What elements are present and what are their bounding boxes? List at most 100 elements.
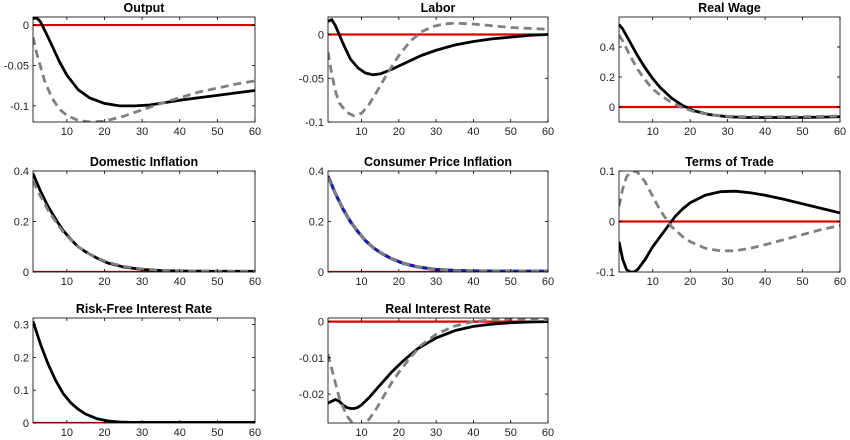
chart-title: Real Interest Rate: [385, 302, 491, 316]
x-tick-label: 40: [759, 276, 771, 288]
y-tick-label: 0.3: [14, 320, 29, 332]
series-solid-line: [33, 17, 255, 108]
y-tick-label: 0: [318, 267, 324, 279]
x-tick-label: 20: [684, 126, 696, 138]
panel-output: 10 20 30 40 50 60 0 -0.05 -0.1 Output: [4, 1, 261, 138]
y-tick-label: 0.2: [14, 352, 29, 364]
x-tick-label: 10: [355, 126, 367, 138]
series-dashed-line: [328, 176, 548, 272]
x-tick-label: 50: [505, 126, 517, 138]
x-tick-label: 10: [355, 427, 367, 439]
x-tick-label: 10: [647, 126, 659, 138]
x-tick-label: 20: [98, 276, 110, 288]
chart-title: Real Wage: [698, 1, 761, 15]
x-tick-label: 50: [505, 276, 517, 288]
x-tick-label: 40: [174, 126, 186, 138]
x-tick-label: 40: [174, 276, 186, 288]
chart-title: Domestic Inflation: [90, 155, 198, 169]
axes-box: [327, 317, 549, 424]
y-tick-label: 0.2: [309, 217, 324, 229]
series-dashed-line: [619, 34, 840, 119]
panel-consumer-price-inflation: 10 20 30 40 50 60 0.4 0.2 0 Consumer Price Inflat…: [309, 155, 554, 288]
plot-area: [619, 17, 840, 122]
plot-area: [33, 318, 255, 423]
y-tick-label: 0.1: [14, 385, 29, 397]
x-tick-label: 40: [759, 126, 771, 138]
x-tick-label: 30: [136, 126, 148, 138]
y-tick-label: -0.01: [299, 353, 324, 365]
x-tick-label: 40: [467, 427, 479, 439]
y-tick-label: 0: [23, 267, 29, 279]
x-tick-label: 20: [98, 427, 110, 439]
y-tick-label: 0: [23, 418, 29, 430]
x-tick-label: 50: [211, 427, 223, 439]
y-tick-label: 0.4: [14, 166, 29, 178]
x-tick-label: 60: [249, 427, 261, 439]
axes-box: [327, 16, 549, 123]
x-tick-label: 60: [542, 427, 554, 439]
axes-box: [32, 16, 256, 123]
x-tick-label: 50: [211, 126, 223, 138]
x-tick-label: 40: [174, 427, 186, 439]
chart-title: Output: [124, 1, 166, 15]
y-tick-label: 0.4: [309, 166, 324, 178]
x-tick-label: 10: [61, 126, 73, 138]
y-tick-label: -0.02: [299, 389, 324, 401]
y-tick-label: -0.1: [305, 117, 324, 129]
series-solid-line: [619, 189, 840, 272]
x-tick-label: 10: [61, 276, 73, 288]
y-tick-label: 0: [318, 317, 324, 329]
x-tick-label: 30: [136, 276, 148, 288]
x-tick-label: 40: [467, 126, 479, 138]
x-tick-label: 60: [542, 276, 554, 288]
y-tick-label: 0.1: [600, 166, 615, 178]
x-tick-label: 50: [211, 276, 223, 288]
chart-title: Risk-Free Interest Rate: [76, 302, 212, 316]
x-tick-label: 60: [249, 276, 261, 288]
series-solid-line: [328, 320, 548, 410]
chart-title: Consumer Price Inflation: [364, 155, 512, 169]
y-tick-label: 0: [609, 217, 615, 229]
x-tick-label: 10: [647, 276, 659, 288]
x-tick-label: 50: [505, 427, 517, 439]
plot-area: [33, 171, 255, 272]
y-tick-label: -0.05: [4, 60, 29, 72]
y-tick-label: 0: [318, 30, 324, 42]
panel-real-interest-rate: 10 20 30 40 50 60 0 -0.01 -0.02 Real Interest Rat…: [299, 302, 554, 439]
x-tick-label: 30: [136, 427, 148, 439]
x-tick-label: 30: [722, 276, 734, 288]
x-tick-label: 30: [430, 126, 442, 138]
plot-area: [328, 171, 548, 272]
panel-real-wage: 10 20 30 40 50 60 0.4 0.2 0 Real Wage: [600, 1, 846, 138]
panel-terms-of-trade: 10 20 30 40 50 60 0.1 0 -0.1 Terms of Trade: [596, 155, 846, 288]
x-tick-label: 30: [430, 427, 442, 439]
series-dashed-line: [328, 318, 548, 423]
x-tick-label: 50: [796, 126, 808, 138]
x-tick-label: 20: [393, 427, 405, 439]
y-tick-label: 0.4: [600, 42, 615, 54]
x-tick-label: 60: [834, 276, 846, 288]
series-dashed-line: [328, 21, 548, 118]
x-tick-label: 30: [722, 126, 734, 138]
series-solid-line: [33, 320, 255, 423]
y-tick-label: 0: [609, 102, 615, 114]
x-tick-label: 20: [393, 126, 405, 138]
y-tick-label: -0.05: [299, 73, 324, 85]
y-tick-label: 0.2: [14, 217, 29, 229]
x-tick-label: 10: [355, 276, 367, 288]
x-tick-label: 30: [430, 276, 442, 288]
x-tick-label: 50: [796, 276, 808, 288]
x-tick-label: 20: [393, 276, 405, 288]
y-tick-label: 0: [23, 20, 29, 32]
chart-title: Terms of Trade: [685, 155, 774, 169]
plot-area: [328, 318, 548, 423]
y-tick-label: -0.1: [10, 101, 29, 113]
series-dashed-line: [33, 180, 255, 272]
panel-risk-free-interest-rate: 10 20 30 40 50 60 0.3 0.2 0.1 0 Risk-Free Interest…: [14, 302, 261, 439]
x-tick-label: 40: [467, 276, 479, 288]
x-tick-label: 60: [542, 126, 554, 138]
axes-box: [32, 317, 256, 424]
series-dashed-line: [619, 171, 840, 253]
x-tick-label: 60: [249, 126, 261, 138]
y-tick-label: -0.1: [596, 267, 615, 279]
